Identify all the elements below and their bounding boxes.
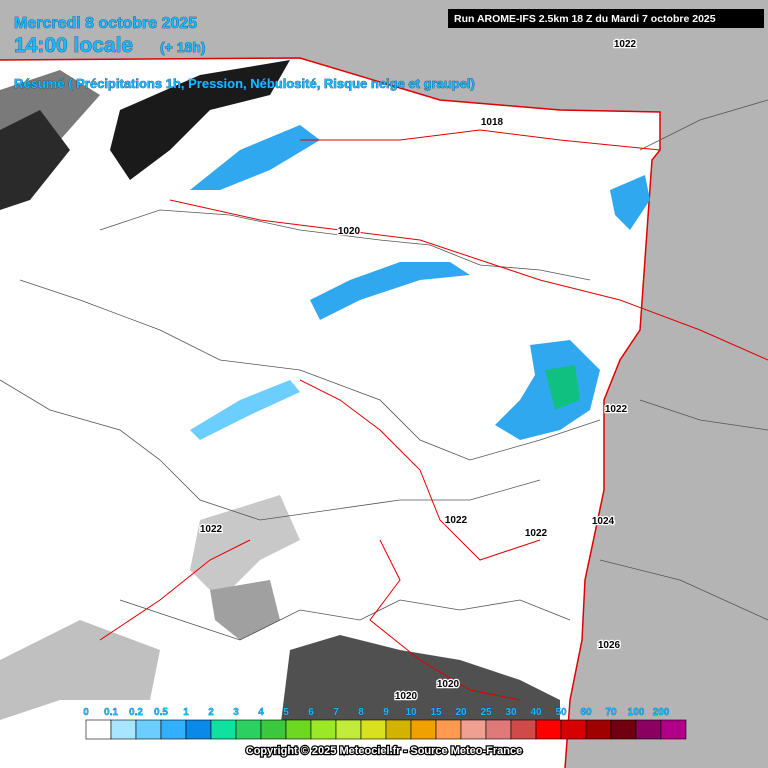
legend-label: 50	[555, 707, 567, 718]
legend-label: 5	[283, 707, 289, 718]
time: 14:00 locale	[14, 34, 133, 57]
isobar-label: 1022	[200, 524, 223, 535]
legend-label: 30	[505, 707, 517, 718]
legend-label: 0.1	[104, 707, 118, 718]
legend-label: 40	[530, 707, 542, 718]
legend-swatch	[185, 719, 212, 740]
legend-swatch	[410, 719, 437, 740]
date: Mercredi 8 octobre 2025	[14, 15, 197, 32]
legend-swatch	[535, 719, 562, 740]
legend-swatch	[385, 719, 412, 740]
isobar-label: 1022	[445, 515, 468, 526]
legend-label: 15	[430, 707, 442, 718]
legend-swatch	[235, 719, 262, 740]
lead-time: (+ 18h)	[160, 39, 206, 55]
isobar-labels: 1022 1018 1020 1022 1022 1022 1022 1024 1026 1020…	[199, 38, 638, 704]
legend-label: 4	[258, 707, 264, 718]
legend-label: 25	[480, 707, 492, 718]
legend-label: 100	[628, 707, 645, 718]
legend-swatch	[210, 719, 237, 740]
isobar-label: 1018	[481, 117, 504, 128]
legend-label: 200	[653, 707, 670, 718]
clouds	[0, 60, 560, 730]
isobar-label: 1020	[338, 226, 361, 237]
legend-swatch	[360, 719, 387, 740]
legend: 0 0.1 0.2 0.5 1 2 3 4 5 6 7 8 9 10 15 20 25 30 40 50 60 70 100…	[83, 707, 687, 740]
legend-swatch	[135, 719, 162, 740]
legend-label: 20	[455, 707, 467, 718]
legend-swatch	[260, 719, 287, 740]
country-borders	[0, 99, 768, 641]
legend-swatch	[85, 719, 112, 740]
legend-swatch	[610, 719, 637, 740]
isobar-label: 1026	[598, 640, 621, 651]
legend-swatch	[160, 719, 187, 740]
copyright: Copyright © 2025 Meteociel.fr - Source M…	[246, 745, 522, 757]
isobar-label: 1020	[395, 691, 418, 702]
isobar-label: 1022	[525, 528, 548, 539]
legend-label: 0	[83, 707, 89, 718]
isobar-label: 1024	[592, 516, 615, 527]
precipitation	[190, 125, 650, 440]
legend-label: 2	[208, 707, 214, 718]
isobars	[99, 129, 768, 701]
summary: Résumé ( Précipitations 1h, Pression, Né…	[14, 76, 475, 91]
legend-swatch	[435, 719, 462, 740]
legend-swatch	[485, 719, 512, 740]
legend-swatch	[585, 719, 612, 740]
legend-swatch	[285, 719, 312, 740]
legend-label: 10	[405, 707, 417, 718]
legend-label: 7	[333, 707, 339, 718]
isobar-label: 1022	[605, 404, 628, 415]
legend-label: 0.5	[154, 707, 168, 718]
legend-swatch	[635, 719, 662, 740]
legend-swatch	[110, 719, 137, 740]
legend-label: 8	[358, 707, 364, 718]
isobar-label: 1022	[614, 39, 637, 50]
legend-swatch	[460, 719, 487, 740]
legend-label: 9	[383, 707, 389, 718]
legend-label: 60	[580, 707, 592, 718]
legend-swatch	[660, 719, 687, 740]
run-box	[448, 9, 764, 28]
legend-label: 1	[183, 707, 189, 718]
isobar-label: 1020	[437, 679, 460, 690]
legend-swatch	[510, 719, 537, 740]
legend-label: 70	[605, 707, 617, 718]
legend-label: 6	[308, 707, 314, 718]
legend-label: 3	[233, 707, 239, 718]
legend-swatch	[310, 719, 337, 740]
run-info: Run AROME-IFS 2.5km 18 Z du Mardi 7 octo…	[454, 13, 716, 25]
domain-border	[0, 57, 661, 768]
legend-swatch	[560, 719, 587, 740]
legend-label: 0.2	[129, 707, 143, 718]
legend-swatch	[335, 719, 362, 740]
model-domain	[0, 58, 660, 768]
